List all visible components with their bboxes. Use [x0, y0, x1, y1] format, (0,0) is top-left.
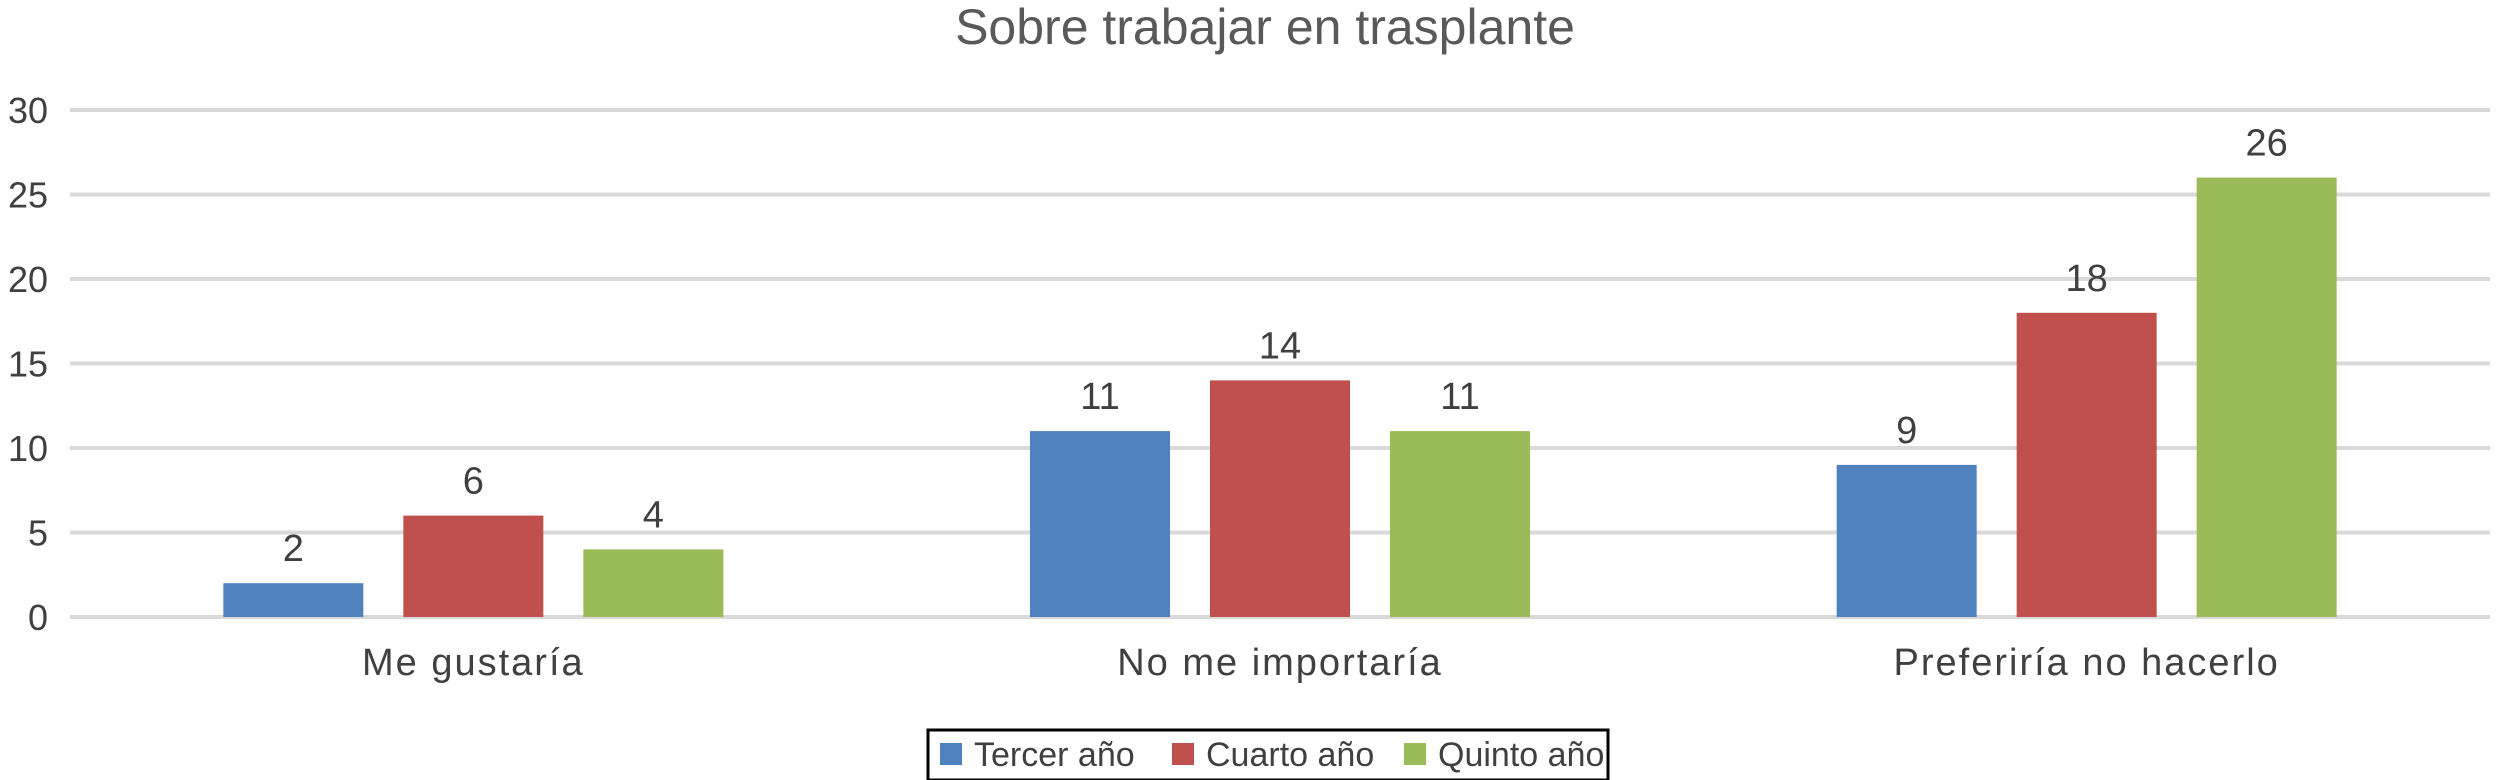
bar: [223, 583, 364, 617]
bar: [1030, 431, 1170, 617]
legend-label: Quinto año: [1438, 736, 1604, 774]
y-tick-label: 15: [8, 344, 48, 385]
legend-label: Cuarto año: [1206, 736, 1374, 774]
data-label: 11: [1440, 376, 1479, 418]
bar: [1836, 464, 1977, 617]
bar: [1390, 431, 1530, 617]
legend-swatch: [1172, 743, 1194, 765]
data-label: 4: [643, 494, 664, 536]
legend-box: [926, 728, 1610, 780]
y-tick-label: 5: [28, 513, 48, 554]
y-tick-label: 30: [8, 90, 48, 131]
chart-title: Sobre trabajar en trasplante: [955, 0, 1575, 55]
bar: [2196, 177, 2337, 617]
y-tick-label: 10: [8, 428, 48, 469]
data-label: 11: [1080, 376, 1119, 418]
bar: [1210, 380, 1350, 617]
data-label: 9: [1896, 410, 1917, 452]
legend-swatch: [1404, 743, 1426, 765]
y-tick-label: 0: [28, 597, 48, 638]
data-label: 14: [1259, 325, 1301, 367]
bar: [2016, 312, 2157, 617]
x-category-label: Me gustaría: [362, 642, 585, 684]
y-tick-label: 20: [8, 259, 48, 300]
y-axis: 0 5 10 15 20 25 30: [8, 90, 48, 638]
x-category-label: Preferiría no hacerlo: [1894, 642, 2280, 684]
x-category-label: No me importaría: [1117, 642, 1443, 684]
bar: [403, 515, 544, 617]
legend-swatch: [940, 743, 962, 765]
bar: [583, 549, 724, 617]
data-label: 6: [463, 461, 484, 503]
y-tick-label: 25: [8, 175, 48, 216]
legend: Tercer año Cuarto año Quinto año: [926, 728, 1610, 780]
x-axis: Me gustaría No me importaría Preferiría no…: [362, 642, 2280, 684]
data-label: 2: [283, 528, 304, 570]
bars: [223, 177, 2337, 617]
legend-label: Tercer año: [974, 736, 1135, 774]
data-label: 26: [2246, 123, 2288, 165]
data-label: 18: [2066, 258, 2108, 300]
